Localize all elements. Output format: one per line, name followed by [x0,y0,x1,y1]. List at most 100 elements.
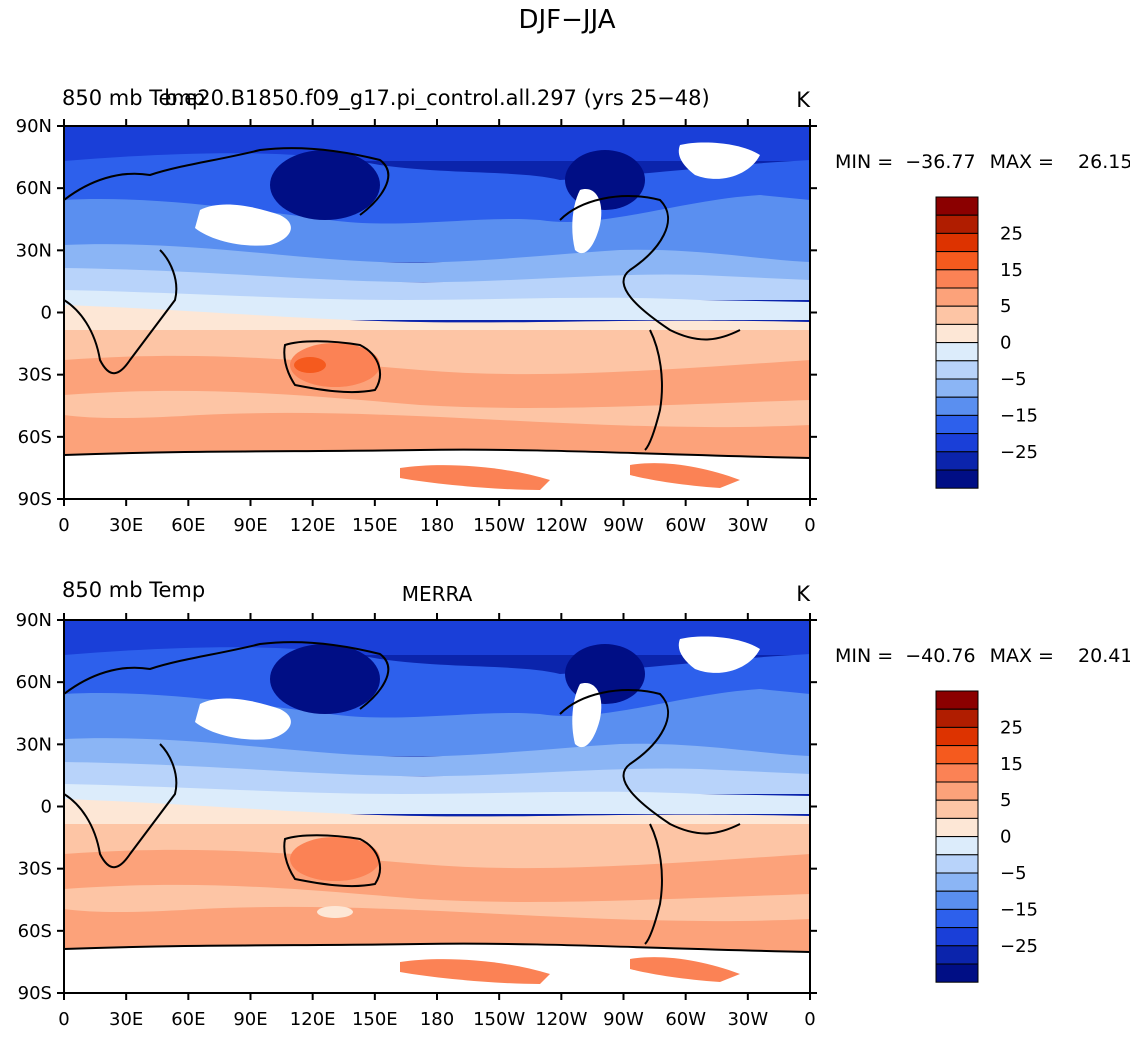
lon-tick-label: 150E [352,515,398,536]
map-field [64,620,810,993]
colorbar-label: −15 [1000,405,1038,426]
colorbar-swatch [935,287,979,307]
lat-tick-label: 60S [18,921,52,942]
colorbar-swatch [935,232,979,253]
colorbar-swatch [935,396,979,416]
colorbar: 25 15 5 0 −5 −15 −25 [935,690,1038,983]
colorbar-label: 0 [1000,827,1011,848]
colorbar-swatch [935,872,979,892]
lat-tick-label: 90N [16,116,52,137]
colorbar-label: −25 [1000,936,1038,957]
max-value: 20.41 [1078,645,1130,667]
min-label: MIN = [835,645,893,667]
panel-center-title: b.e20.B1850.f09_g17.pi_control.all.297 (… [164,86,709,111]
lat-tick-label: 60S [18,427,52,448]
min-value: −36.77 [905,151,975,173]
colorbar-swatch [935,745,979,765]
lon-tick-label: 90E [233,515,267,536]
colorbar-swatch [935,305,979,325]
lon-tick-label: 30W [727,515,768,536]
colorbar-label: 5 [1000,296,1011,317]
lat-tick-label: 90S [18,489,52,510]
colorbar-label: 0 [1000,333,1011,354]
colorbar-label: −25 [1000,442,1038,463]
max-label: MAX = [990,151,1054,173]
colorbar-swatch [935,726,979,747]
panel-left-title: 850 mb Temp [62,86,205,110]
colorbar-swatch [935,342,979,362]
lon-tick-label: 30E [109,515,143,536]
colorbar-swatch [935,763,979,783]
colorbar-label: −15 [1000,899,1038,920]
colorbar-swatch [935,708,979,728]
lon-tick-label: 0 [58,515,69,536]
lon-tick-label: 0 [804,1009,815,1030]
colorbar-label: −5 [1000,369,1027,390]
lon-tick-label: 30E [109,1009,143,1030]
colorbar-swatch [935,214,979,234]
max-label: MAX = [990,645,1054,667]
lat-tick-label: 0 [41,797,52,818]
lon-tick-label: 150E [352,1009,398,1030]
colorbar-label: 25 [1000,717,1023,738]
min-max-line: MIN = −36.77 MAX = 26.15 [835,151,1130,173]
panel-units: K [796,582,811,606]
colorbar-swatch [935,360,979,380]
lat-tick-label: 30N [16,240,52,261]
colorbar-label: 25 [1000,223,1023,244]
colorbar-swatch [935,269,979,289]
lat-tick-label: 30S [18,859,52,880]
colorbar-swatch [935,908,979,929]
colorbar-swatch [935,469,979,489]
colorbar-swatch [935,836,979,856]
lat-tick-label: 60N [16,178,52,199]
colorbar-swatch [935,451,979,471]
panel-top: 850 mb Temp b.e20.B1850.f09_g17.pi_contr… [16,86,1130,536]
lat-axis-top: 90N 60N 30N 0 30S 60S 90S [16,116,817,510]
lon-tick-label: 120W [535,1009,587,1030]
colorbar-swatch [935,433,979,453]
min-value: −40.76 [905,645,975,667]
max-value: 26.15 [1078,151,1130,173]
panel-left-title: 850 mb Temp [62,578,205,602]
colorbar-swatch [935,781,979,801]
colorbar-label: 15 [1000,260,1023,281]
colorbar-swatch [935,854,979,874]
colorbar-swatch [935,414,979,435]
lon-axis-top: 0 30E 60E 90E 120E 150E 180 150W 120W 90W 60W 30W 0 [58,119,816,536]
panel-center-title: MERRA [402,582,473,606]
colorbar-swatch [935,251,979,271]
colorbar-swatch [935,817,979,838]
colorbar-swatch [935,196,979,216]
colorbar-swatch [935,323,979,344]
lon-tick-label: 30W [727,1009,768,1030]
colorbar-swatch [935,945,979,965]
lat-tick-label: 60N [16,672,52,693]
lon-tick-label: 0 [58,1009,69,1030]
colorbar-swatch [935,890,979,910]
min-label: MIN = [835,151,893,173]
lon-tick-label: 60W [665,515,706,536]
colorbar-swatch [935,963,979,983]
lon-tick-label: 90W [603,515,644,536]
lat-tick-label: 90N [16,610,52,631]
panel-units: K [796,88,811,112]
lon-tick-label: 120W [535,515,587,536]
lon-tick-label: 180 [420,1009,454,1030]
lon-tick-label: 0 [804,515,815,536]
colorbar: 25 15 5 0 −5 −15 −25 [935,196,1038,489]
lat-tick-label: 30N [16,734,52,755]
lon-tick-label: 150W [473,1009,525,1030]
colorbar-swatch [935,690,979,710]
lon-tick-label: 60E [171,515,205,536]
colorbar-label: 15 [1000,754,1023,775]
lat-axis-bottom: 90N 60N 30N 0 30S 60S 90S [16,610,817,1004]
lon-tick-label: 90E [233,1009,267,1030]
colorbar-swatch [935,927,979,947]
colorbar-label: 5 [1000,790,1011,811]
lon-tick-label: 90W [603,1009,644,1030]
lat-tick-label: 30S [18,365,52,386]
lon-axis-bottom: 0 30E 60E 90E 120E 150E 180 150W 120W 90W 60W 30W 0 [58,613,816,1030]
lon-tick-label: 60E [171,1009,205,1030]
